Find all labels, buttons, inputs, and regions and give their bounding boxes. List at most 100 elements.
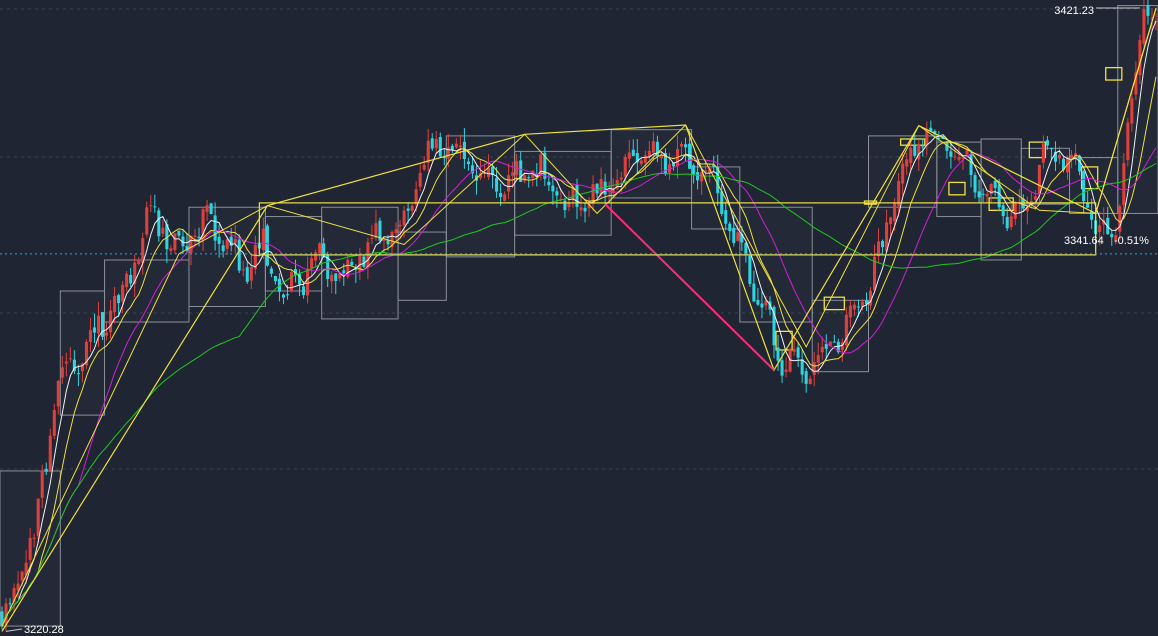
- candle-body: [32, 537, 36, 539]
- candle-body: [281, 294, 285, 298]
- max-price-label: 3421.23: [1054, 5, 1094, 17]
- candle-body: [692, 165, 696, 175]
- candle-body: [84, 341, 88, 366]
- candle-body: [495, 178, 499, 192]
- candle-body: [740, 234, 744, 243]
- candle-body: [808, 378, 812, 384]
- candle-body: [105, 332, 109, 336]
- candle-body: [744, 242, 748, 256]
- candle-body: [832, 341, 836, 343]
- gray-range-box: [397, 231, 447, 301]
- candle-body: [800, 359, 804, 375]
- candle-body: [772, 306, 776, 346]
- candle-body: [454, 143, 458, 148]
- candle-body: [338, 273, 342, 279]
- candle-body: [1049, 148, 1053, 150]
- candle-body: [16, 583, 20, 591]
- candle-body: [374, 223, 378, 238]
- candle-body: [249, 266, 253, 281]
- candle-body: [1114, 235, 1118, 241]
- consolidation-box: [258, 202, 1097, 256]
- candle-body: [680, 143, 684, 147]
- candle-body: [298, 273, 302, 285]
- candle-body: [792, 349, 796, 352]
- candle-body: [96, 315, 101, 334]
- candle-body: [897, 180, 901, 207]
- candle-body: [764, 300, 768, 306]
- candle-body: [1118, 206, 1122, 232]
- candle-body: [426, 140, 430, 163]
- candle-body: [1150, 18, 1154, 20]
- candle-body: [1041, 143, 1045, 163]
- yellow-range-box: [1028, 141, 1047, 159]
- candle-body: [828, 341, 832, 346]
- candle-body: [599, 179, 603, 195]
- candle-body: [76, 373, 80, 375]
- candle-body: [503, 194, 507, 201]
- candle-body: [877, 241, 881, 257]
- candle-body: [64, 361, 68, 364]
- candle-body: [334, 273, 338, 282]
- candle-body: [836, 341, 840, 353]
- candle-body: [917, 143, 921, 160]
- candle-body: [153, 206, 157, 208]
- candle-body: [342, 270, 346, 274]
- candle-body: [225, 239, 229, 249]
- candle-body: [603, 181, 607, 195]
- candle-body: [72, 359, 76, 372]
- candle-body: [121, 284, 125, 302]
- candle-body: [885, 222, 889, 251]
- candle-body: [386, 240, 390, 245]
- candle-body: [728, 223, 732, 232]
- candle-body: [909, 147, 913, 163]
- candle-body: [1037, 164, 1041, 195]
- candle-body: [816, 355, 820, 363]
- candle-body: [716, 167, 720, 194]
- candle-body: [378, 220, 382, 241]
- candle-body: [390, 231, 394, 248]
- candle-body: [567, 202, 571, 208]
- candle-body: [418, 173, 422, 187]
- candle-body: [511, 172, 515, 176]
- candle-body: [519, 160, 523, 182]
- candle-body: [696, 172, 700, 181]
- candle-body: [551, 185, 555, 192]
- candle-body: [889, 217, 893, 225]
- candle-body: [237, 239, 241, 271]
- candle-body: [635, 152, 639, 163]
- candle-body: [213, 215, 217, 241]
- candle-body: [671, 162, 676, 167]
- candle-body: [289, 272, 294, 292]
- candle-body: [543, 152, 547, 179]
- candle-body: [700, 172, 704, 182]
- candle-body: [1146, 5, 1150, 16]
- candle-body: [712, 164, 716, 167]
- candle-body: [253, 245, 257, 269]
- ma-5-line: [1, 20, 1157, 627]
- candle-body: [101, 312, 105, 337]
- candle-body: [708, 168, 712, 173]
- min-price-pointer: [5, 628, 23, 632]
- candle-body: [1057, 155, 1062, 159]
- candle-body: [466, 161, 470, 164]
- candle-body: [40, 470, 44, 498]
- candle-body: [985, 193, 989, 197]
- candle-body: [434, 138, 438, 149]
- candle-body: [704, 170, 708, 172]
- last-price-label: 3341.64: [1064, 235, 1104, 247]
- candle-body: [921, 146, 925, 148]
- candle-body: [157, 210, 161, 237]
- yellow-range-box: [823, 296, 846, 311]
- candle-body: [1005, 216, 1009, 229]
- candle-body: [229, 236, 233, 246]
- candle-body: [724, 210, 728, 224]
- candle-body: [651, 141, 655, 153]
- candle-body: [953, 156, 957, 158]
- candle-body: [92, 327, 97, 333]
- candle-body: [784, 369, 788, 373]
- candle-body: [1122, 163, 1126, 206]
- candle-body: [137, 259, 141, 264]
- candle-body: [796, 347, 800, 358]
- candle-body: [394, 229, 398, 234]
- candle-body: [44, 468, 48, 472]
